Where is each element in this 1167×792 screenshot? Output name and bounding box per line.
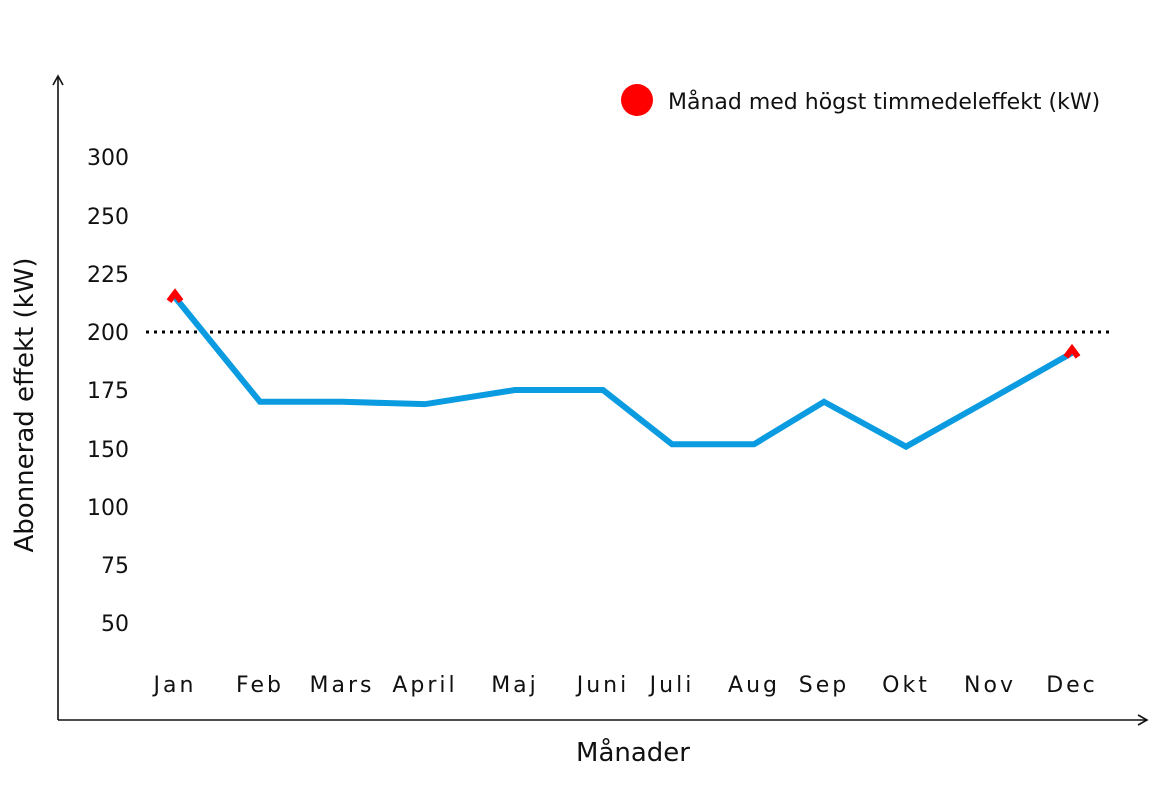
y-tick-label: 150 bbox=[87, 438, 129, 463]
x-tick-label: Juni bbox=[575, 673, 630, 698]
x-tick-label: Nov bbox=[964, 673, 1016, 698]
y-tick-label: 200 bbox=[87, 321, 129, 346]
y-tick-label: 75 bbox=[101, 554, 129, 579]
highlight-marker bbox=[166, 288, 184, 303]
y-axis-title: Abonnerad effekt (kW) bbox=[10, 257, 40, 552]
y-tick-label: 100 bbox=[87, 496, 129, 521]
highlight-marker bbox=[1063, 343, 1081, 359]
x-tick-label: Aug bbox=[728, 673, 780, 698]
legend-marker bbox=[621, 84, 653, 116]
series-line bbox=[172, 295, 1074, 451]
x-tick-label: Juli bbox=[648, 673, 695, 698]
y-tick-label: 250 bbox=[87, 205, 129, 230]
x-tick-label: Okt bbox=[882, 673, 930, 698]
y-tick-label: 50 bbox=[101, 612, 129, 637]
legend: Månad med högst timmedeleffekt (kW) bbox=[621, 84, 1100, 116]
x-tick-label: Mars bbox=[310, 673, 375, 698]
highlight-markers bbox=[166, 288, 1081, 359]
x-tick-label: Dec bbox=[1046, 673, 1098, 698]
x-tick-label: Maj bbox=[491, 673, 539, 698]
x-tick-label: Feb bbox=[236, 673, 284, 698]
x-axis-title: Månader bbox=[576, 737, 690, 768]
series-group bbox=[172, 295, 1074, 451]
y-tick-label: 225 bbox=[87, 263, 129, 288]
y-tick-label: 175 bbox=[87, 379, 129, 404]
x-tick-labels: Jan Feb Mars April Maj Juni Juli Aug Sep Okt Nov De… bbox=[152, 673, 1098, 698]
x-tick-label: April bbox=[392, 673, 457, 698]
legend-label: Månad med högst timmedeleffekt (kW) bbox=[668, 89, 1100, 115]
y-tick-labels: 50 75 100 150 175 200 225 250 300 bbox=[87, 146, 129, 637]
x-tick-label: Jan bbox=[152, 673, 197, 698]
x-tick-label: Sep bbox=[799, 673, 849, 698]
y-tick-label: 300 bbox=[87, 146, 129, 171]
